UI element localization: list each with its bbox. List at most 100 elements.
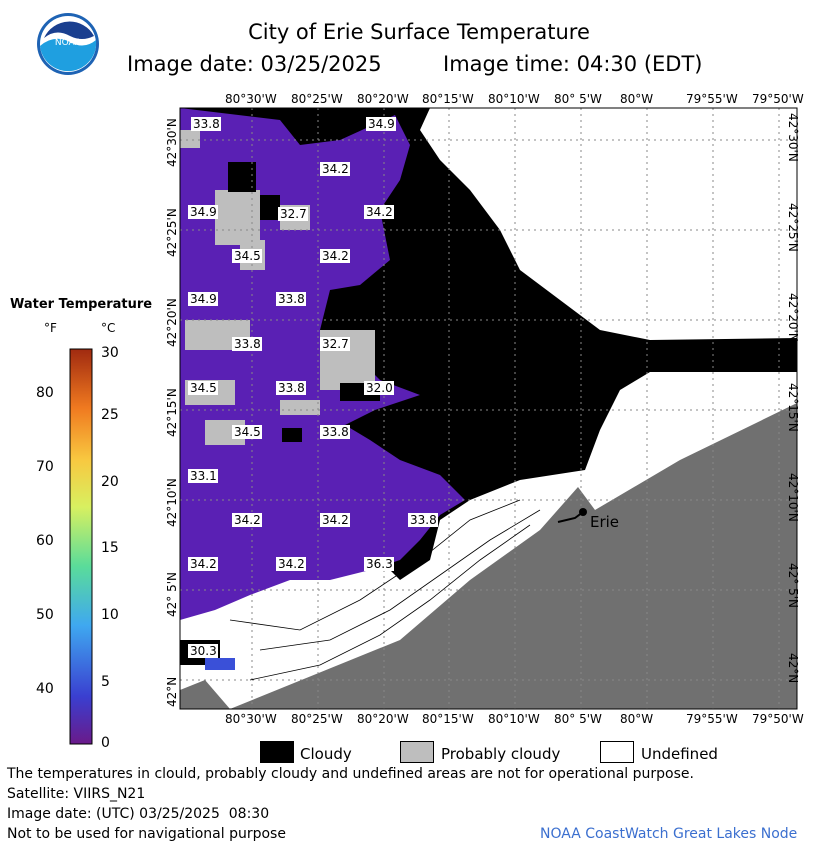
- temperature-label-box: [188, 644, 218, 658]
- c-tick-label: 30: [101, 345, 119, 361]
- color-bar: [69, 348, 93, 745]
- temperature-label: 34.2: [322, 513, 349, 527]
- lat-label: 42°15'N: [165, 388, 179, 437]
- temperature-label: 30.3: [190, 644, 217, 658]
- credit: NOAA CoastWatch Great Lakes Node: [540, 826, 798, 842]
- f-tick-label: 50: [36, 607, 54, 623]
- footer-utc-date: Image date: (UTC) 03/25/2025 08:30: [7, 806, 270, 822]
- probably-cloudy-label: Probably cloudy: [441, 745, 561, 763]
- page-title: City of Erie Surface Temperature: [248, 20, 590, 44]
- temperature-label-box: [188, 381, 218, 395]
- lon-label: 80°25'W: [291, 92, 343, 106]
- temperature-label-box: [232, 337, 262, 351]
- footer-note: The temperatures in clould, probably clo…: [7, 766, 694, 782]
- temperature-label: 34.2: [366, 205, 393, 219]
- temperature-label-box: [364, 381, 394, 395]
- legend-title: Water Temperature: [10, 297, 153, 312]
- cloudy-swatch: [260, 741, 294, 763]
- temperature-label: 33.8: [278, 381, 305, 395]
- temperature-label: 34.9: [190, 205, 217, 219]
- temperature-label-box: [364, 557, 394, 571]
- footer-satellite: Satellite: VIIRS_N21: [7, 786, 146, 802]
- lat-label: 42°10'N: [786, 473, 800, 522]
- temperature-label-box: [366, 117, 396, 131]
- temperature-label-box: [232, 425, 262, 439]
- lon-label: 79°50'W: [752, 92, 804, 106]
- temperature-label-box: [276, 292, 306, 306]
- temperature-label-box: [188, 292, 218, 306]
- temperature-label-box: [320, 513, 350, 527]
- lat-label: 42°30'N: [786, 113, 800, 162]
- temperature-label-box: [364, 205, 394, 219]
- footer-nav: Not to be used for navigational purpose: [7, 826, 286, 842]
- lon-label: 80°30'W: [225, 92, 277, 106]
- lon-label: 79°50'W: [752, 712, 804, 726]
- temperature-label-box: [320, 249, 350, 263]
- lon-label: 80°15'W: [422, 712, 474, 726]
- c-tick-label: 10: [101, 607, 119, 623]
- lat-label: 42°20'N: [786, 293, 800, 342]
- temperature-label: 32.7: [280, 207, 307, 221]
- temperature-label: 34.5: [234, 249, 261, 263]
- lon-label: 79°55'W: [686, 712, 738, 726]
- probably-cloudy-swatch: [400, 741, 434, 763]
- image-date: Image date: 03/25/2025: [127, 52, 382, 76]
- map-grid: [180, 108, 797, 709]
- temperature-label: 33.8: [278, 292, 305, 306]
- land-area: [230, 403, 797, 709]
- lat-label: 42°20'N: [165, 298, 179, 347]
- temperature-label-box: [276, 381, 306, 395]
- temperature-label: 32.7: [322, 337, 349, 351]
- temperature-label: 33.8: [322, 425, 349, 439]
- temperature-label-box: [188, 469, 218, 483]
- lon-label: 80°25'W: [291, 712, 343, 726]
- temperature-label-box: [320, 162, 350, 176]
- lat-label: 42°25'N: [786, 203, 800, 252]
- undefined-swatch: [600, 741, 634, 763]
- temperature-label: 34.2: [190, 557, 217, 571]
- lat-label: 42° 5'N: [786, 563, 800, 608]
- temperature-label: 36.3: [366, 557, 393, 571]
- temperature-label-box: [276, 557, 306, 571]
- cloudy-label: Cloudy: [300, 745, 352, 763]
- temperature-label: 33.8: [234, 337, 261, 351]
- temperature-label-box: [408, 513, 438, 527]
- temperature-label: 33.1: [190, 469, 217, 483]
- lat-label: 42° 5'N: [165, 572, 179, 617]
- lon-label: 80°20'W: [357, 712, 409, 726]
- lat-label: 42°N: [165, 676, 179, 707]
- lon-label: 80°30'W: [225, 712, 277, 726]
- lon-label: 80°W: [620, 92, 654, 106]
- temperature-label-box: [188, 205, 218, 219]
- unit-c: °C: [101, 321, 116, 335]
- lat-label: 42°15'N: [786, 383, 800, 432]
- lon-label: 80° 5'W: [554, 92, 602, 106]
- temperature-label-box: [320, 337, 350, 351]
- temperature-label: 34.9: [368, 117, 395, 131]
- noaa-logo: NOAA: [36, 12, 100, 76]
- temperature-label: 34.2: [322, 162, 349, 176]
- unit-f: °F: [44, 321, 57, 335]
- f-tick-label: 80: [36, 385, 54, 401]
- lat-label: 42°30'N: [165, 118, 179, 167]
- lat-label: 42°25'N: [165, 208, 179, 257]
- city-label: Erie: [590, 513, 619, 531]
- temperature-label: 34.2: [278, 557, 305, 571]
- f-tick-label: 60: [36, 533, 54, 549]
- temperature-label-box: [188, 557, 218, 571]
- temperature-label: 34.2: [234, 513, 261, 527]
- c-tick-label: 5: [101, 674, 110, 690]
- lat-label: 42°N: [786, 653, 800, 684]
- lon-label: 80°10'W: [488, 92, 540, 106]
- lon-label: 80°10'W: [488, 712, 540, 726]
- temperature-label: 33.8: [193, 117, 220, 131]
- f-tick-label: 70: [36, 459, 54, 475]
- temperature-labels: 33.8 34.9 34.2 34.9 32.7 34.2 34.5 34.2 …: [188, 117, 438, 658]
- lon-label: 80°W: [620, 712, 654, 726]
- temperature-label-box: [320, 425, 350, 439]
- lon-label: 80°20'W: [357, 92, 409, 106]
- undefined-label: Undefined: [641, 745, 718, 763]
- temperature-label: 34.5: [234, 425, 261, 439]
- temperature-label-box: [278, 207, 308, 221]
